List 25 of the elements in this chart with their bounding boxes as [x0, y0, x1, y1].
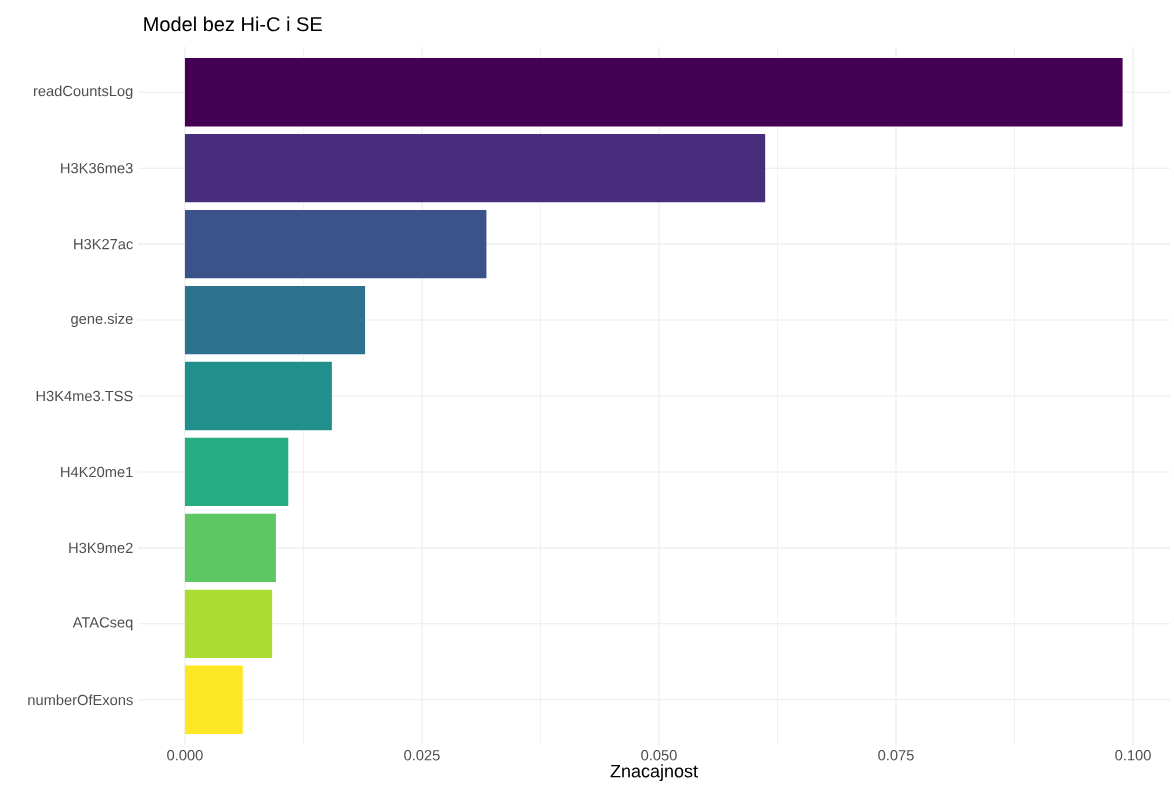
bar: [184, 134, 766, 203]
bar: [184, 437, 289, 507]
y-tick-label: readCountsLog: [33, 85, 133, 100]
y-tick-label: ATACseq: [72, 617, 133, 631]
y-tick-label: H3K9me2: [69, 542, 133, 554]
y-tick-label: gene.size: [71, 313, 133, 327]
chart-title: Model bez Hi-C i SE: [144, 16, 322, 32]
bar: [184, 589, 273, 659]
bar: [184, 361, 332, 431]
bar: [184, 513, 276, 583]
bar: [184, 665, 243, 734]
bar: [184, 209, 487, 279]
bar: [184, 285, 366, 355]
y-tick-label: H3K4me3.TSS: [36, 390, 133, 402]
x-axis-title: Znacajnost: [610, 764, 698, 782]
x-tick-label: 0.050: [641, 750, 677, 761]
x-tick-label: 0.025: [404, 750, 440, 761]
y-tick-label: numberOfExons: [28, 694, 133, 706]
y-tick-label: H3K36me3: [61, 163, 133, 174]
bar: [184, 58, 1123, 127]
x-tick-label: 0.000: [167, 750, 203, 761]
x-tick-label: 0.075: [878, 750, 914, 761]
x-tick-label: 0.100: [1115, 750, 1151, 761]
y-tick-label: H4K20me1: [61, 466, 133, 478]
y-tick-label: H3K27ac: [74, 238, 133, 250]
